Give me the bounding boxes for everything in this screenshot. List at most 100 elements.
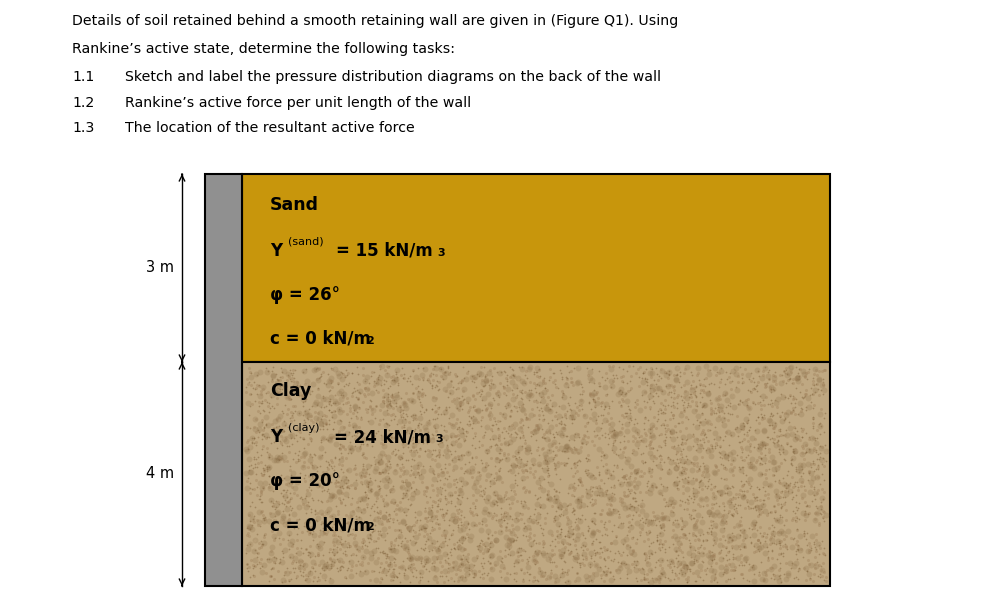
Point (772, 411, 788, 421)
Point (466, 503, 482, 513)
Point (492, 495, 508, 505)
Point (594, 370, 609, 379)
Point (496, 433, 512, 443)
Point (380, 551, 395, 561)
Point (533, 389, 549, 399)
Point (472, 546, 488, 556)
Point (440, 445, 456, 455)
Point (716, 505, 732, 515)
Point (589, 416, 604, 426)
Point (291, 381, 307, 391)
Point (441, 381, 457, 391)
Point (241, 454, 256, 464)
Point (640, 562, 656, 572)
Point (467, 569, 483, 579)
Point (565, 376, 581, 386)
Point (332, 564, 348, 573)
Point (450, 543, 465, 553)
Point (719, 555, 735, 565)
Point (817, 577, 833, 586)
Point (475, 432, 491, 441)
Point (578, 440, 594, 449)
Point (507, 574, 523, 584)
Point (506, 486, 522, 496)
Point (548, 374, 564, 384)
Point (668, 546, 683, 556)
Point (320, 395, 336, 405)
Point (274, 384, 290, 394)
Point (637, 574, 653, 584)
Point (751, 546, 767, 556)
Point (747, 502, 763, 512)
Point (271, 533, 287, 543)
Point (387, 368, 403, 378)
Point (443, 388, 458, 398)
Point (291, 446, 307, 456)
Point (354, 560, 370, 570)
Point (748, 492, 764, 502)
Point (670, 519, 686, 529)
Point (545, 377, 561, 387)
Point (400, 438, 416, 448)
Point (353, 441, 369, 451)
Point (473, 370, 489, 379)
Point (385, 433, 400, 443)
Point (616, 473, 632, 483)
Point (493, 503, 509, 513)
Point (419, 529, 435, 539)
Point (712, 394, 728, 404)
Point (734, 452, 749, 462)
Point (748, 526, 764, 535)
Point (738, 558, 753, 567)
Point (333, 440, 349, 450)
Point (313, 398, 328, 408)
Point (380, 368, 395, 378)
Point (383, 544, 398, 554)
Point (471, 566, 487, 576)
Point (578, 430, 594, 440)
Point (709, 440, 725, 449)
Point (760, 371, 776, 381)
Point (580, 502, 596, 511)
Point (519, 413, 534, 423)
Point (710, 399, 726, 409)
Point (286, 509, 302, 519)
Point (391, 452, 407, 462)
Point (531, 538, 547, 548)
Point (763, 433, 779, 443)
Point (642, 528, 658, 538)
Point (580, 526, 596, 536)
Point (404, 379, 420, 389)
Point (274, 475, 290, 485)
Point (680, 498, 696, 508)
Point (464, 371, 480, 381)
Point (744, 560, 760, 570)
Point (304, 411, 319, 421)
Point (407, 424, 423, 433)
Point (416, 433, 432, 443)
Point (707, 573, 723, 583)
Point (297, 560, 313, 570)
Point (578, 468, 594, 478)
Point (790, 574, 806, 584)
Point (282, 413, 298, 422)
Point (698, 373, 714, 383)
Point (431, 541, 447, 551)
Point (811, 375, 827, 385)
Point (559, 567, 575, 577)
Point (686, 491, 702, 501)
Point (462, 503, 478, 513)
Point (522, 377, 537, 387)
Point (317, 521, 332, 531)
Point (703, 446, 719, 456)
Point (685, 497, 701, 507)
Point (718, 567, 734, 577)
Point (470, 405, 486, 414)
Point (644, 363, 660, 373)
Point (261, 432, 277, 442)
Point (797, 371, 812, 381)
Point (817, 446, 833, 456)
Point (788, 421, 804, 430)
Point (242, 443, 257, 453)
Point (715, 541, 731, 551)
